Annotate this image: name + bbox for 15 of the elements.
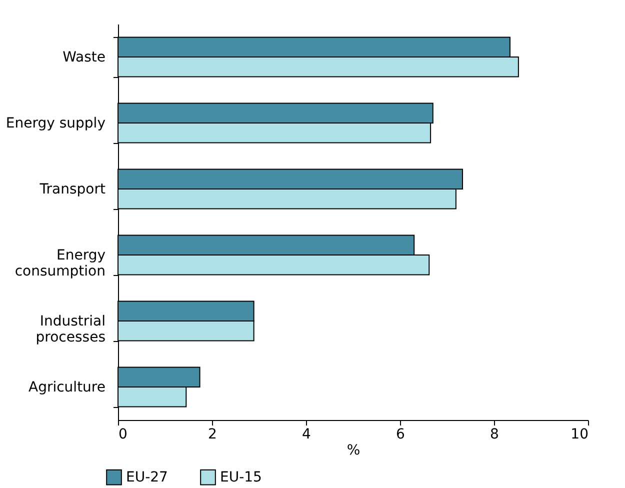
x-tick-label: 6 [396, 426, 406, 442]
x-tick-label: 0 [118, 426, 128, 442]
y-tick-label: Agriculture [28, 380, 106, 396]
x-tick-label: 10 [570, 426, 588, 442]
x-tick-label: 4 [302, 426, 312, 442]
y-tick-label: Energy consumption [14, 248, 106, 280]
legend-label: EU-27 [126, 469, 168, 486]
y-tick-label: Industrial processes [36, 314, 106, 346]
y-tick-label: Transport [38, 182, 106, 198]
x-axis-title: % [346, 442, 360, 458]
y-tick-label: Waste [62, 50, 106, 66]
y-tick-label: Energy supply [6, 116, 106, 132]
x-tick-label: 8 [490, 426, 499, 442]
legend-label: EU-15 [220, 469, 262, 486]
x-tick-label: 2 [208, 426, 217, 442]
